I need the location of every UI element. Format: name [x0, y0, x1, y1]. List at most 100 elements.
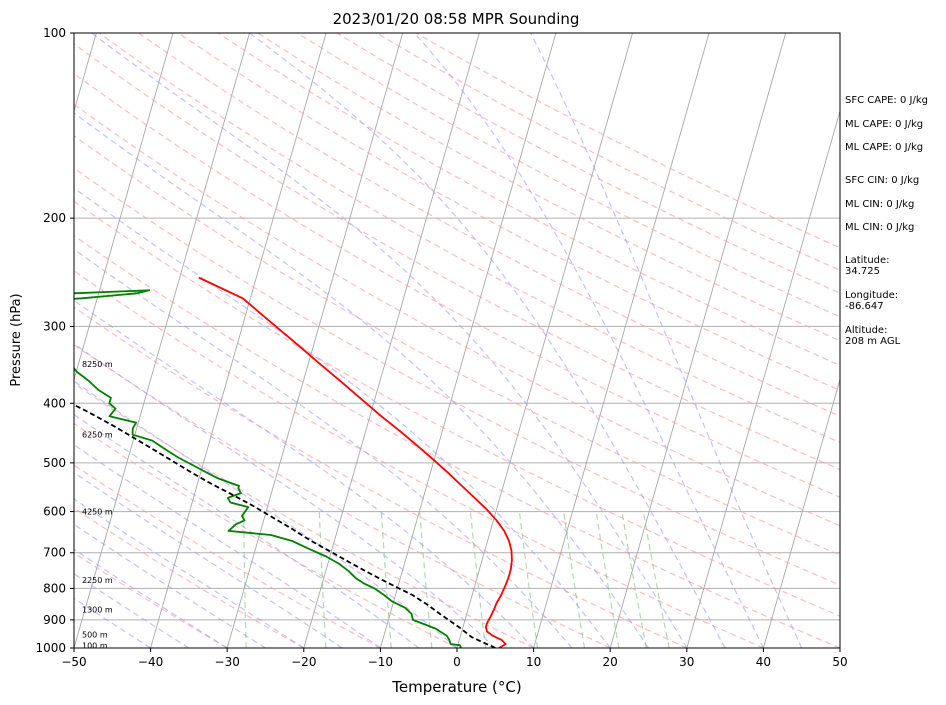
moist-adiabat-line — [74, 248, 573, 648]
mixing-ratio-line — [595, 511, 620, 648]
mixing-ratio-line — [469, 511, 487, 648]
mixing-ratio-line — [563, 511, 586, 648]
moist-adiabat-line — [74, 380, 458, 648]
isotherm-line — [456, 33, 633, 648]
dry-adiabat-line — [138, 33, 840, 417]
x-tick-label: −50 — [61, 655, 86, 669]
moist-adiabat-line — [74, 548, 228, 648]
isotherm-line — [533, 33, 710, 648]
height-label: 6250 m — [82, 431, 113, 440]
dry-adiabat-line — [74, 200, 840, 617]
y-tick-label: 800 — [43, 581, 66, 595]
x-tick-label: 40 — [756, 655, 771, 669]
dry-adiabat-line — [74, 72, 840, 498]
height-label: 2250 m — [82, 576, 113, 585]
dry-adiabat-line — [336, 33, 840, 294]
parcel-path-line — [74, 403, 496, 648]
dry-adiabat-line — [74, 234, 840, 648]
height-label: 8250 m — [82, 360, 113, 369]
y-axis: 100 200 300 400 500 600 700 800 900 1000 — [35, 26, 74, 655]
x-tick-label: 30 — [679, 655, 694, 669]
x-tick-label: −40 — [138, 655, 163, 669]
ml-cape-annotation-2: ML CAPE: 0 J/kg — [845, 142, 924, 153]
dry-adiabat-line — [177, 33, 840, 392]
dry-adiabat-line — [74, 270, 764, 648]
isotherm-line — [74, 33, 250, 648]
dry-adiabat-line — [257, 33, 840, 342]
moist-adiabat-line — [74, 343, 496, 648]
x-tick-label: 20 — [603, 655, 618, 669]
isotherm-line — [303, 33, 480, 648]
isotherm-line — [379, 33, 557, 648]
mixing-ratio-line — [642, 511, 670, 648]
y-tick-label: 700 — [43, 546, 66, 560]
mixing-ratio-line — [621, 511, 647, 648]
ml-cin-annotation: ML CIN: 0 J/kg — [845, 199, 915, 210]
moist-adiabat-line — [74, 187, 611, 648]
isotherm-line — [150, 33, 327, 648]
ml-cin-annotation-2: ML CIN: 0 J/kg — [845, 222, 915, 233]
x-axis: −50 −40 −30 −20 −10 0 10 20 30 40 50 — [61, 648, 848, 669]
height-label: 500 m — [82, 630, 108, 639]
sfc-cape-annotation: SFC CAPE: 0 J/kg — [845, 95, 928, 106]
y-tick-label: 500 — [43, 456, 66, 470]
moist-adiabat-line — [249, 33, 726, 648]
x-tick-label: −30 — [215, 655, 240, 669]
y-tick-label: 1000 — [35, 641, 66, 655]
isotherm-line — [762, 377, 840, 648]
y-tick-label: 300 — [43, 319, 66, 333]
x-tick-label: 0 — [453, 655, 461, 669]
sfc-cin-annotation: SFC CIN: 0 J/kg — [845, 175, 920, 186]
isotherm-line — [226, 33, 404, 648]
ml-cape-annotation: ML CAPE: 0 J/kg — [845, 119, 924, 130]
dry-adiabat-line — [74, 43, 840, 471]
isotherm-line — [686, 109, 840, 648]
y-tick-label: 200 — [43, 211, 66, 225]
isotherm-line — [74, 33, 174, 382]
x-tick-label: 50 — [832, 655, 847, 669]
series-layer — [74, 276, 513, 648]
moist-adiabat-line — [74, 523, 266, 648]
height-labels: 100 m 500 m 1300 m 2250 m 4250 m 6250 m 8250 m — [82, 360, 113, 651]
moist-adiabat-line — [74, 573, 190, 648]
isotherm-line — [609, 33, 787, 648]
moist-adiabat-line — [91, 33, 688, 648]
x-tick-label: 10 — [526, 655, 541, 669]
y-axis-label: Pressure (hPa) — [9, 293, 24, 386]
moist-adiabat-line — [530, 33, 803, 648]
dry-adiabat-line — [74, 552, 228, 648]
dry-adiabat-line — [74, 422, 458, 648]
longitude-annotation: Longitude: -86.647 — [845, 290, 899, 312]
dewpoint-line — [74, 289, 462, 648]
chart-title: 2023/01/20 08:58 MPR Sounding — [333, 10, 580, 28]
dry-adiabat-line — [74, 382, 534, 648]
altitude-annotation: Altitude: 208 m AGL — [845, 325, 901, 347]
grid-layer — [74, 33, 840, 648]
mixing-ratio-line — [419, 511, 433, 648]
y-tick-label: 400 — [43, 396, 66, 410]
latitude-annotation: Latitude: 34.725 — [845, 255, 890, 277]
x-tick-label: −10 — [368, 655, 393, 669]
moist-adiabat-line — [74, 498, 305, 648]
height-label: 100 m — [82, 641, 108, 650]
x-tick-label: −20 — [291, 655, 316, 669]
dry-adiabat-line — [74, 306, 688, 648]
y-tick-label: 900 — [43, 613, 66, 627]
dry-adiabat-line — [98, 33, 840, 444]
dry-adiabat-line — [74, 167, 840, 586]
dry-adiabat-line — [74, 135, 840, 556]
y-tick-label: 600 — [43, 505, 66, 519]
height-label: 1300 m — [82, 605, 113, 614]
dry-adiabat-line — [217, 33, 840, 366]
moist-adiabat-line — [74, 112, 649, 648]
height-label: 4250 m — [82, 508, 113, 517]
plot-frame — [73, 32, 841, 649]
dry-adiabat-line — [74, 464, 381, 648]
y-tick-label: 100 — [43, 26, 66, 40]
dry-adiabat-line — [296, 33, 840, 318]
x-axis-label: Temperature (°C) — [391, 678, 521, 696]
mixing-ratio-line — [318, 511, 327, 648]
moist-adiabat-line — [413, 33, 764, 648]
moist-adiabat-line — [74, 299, 535, 648]
